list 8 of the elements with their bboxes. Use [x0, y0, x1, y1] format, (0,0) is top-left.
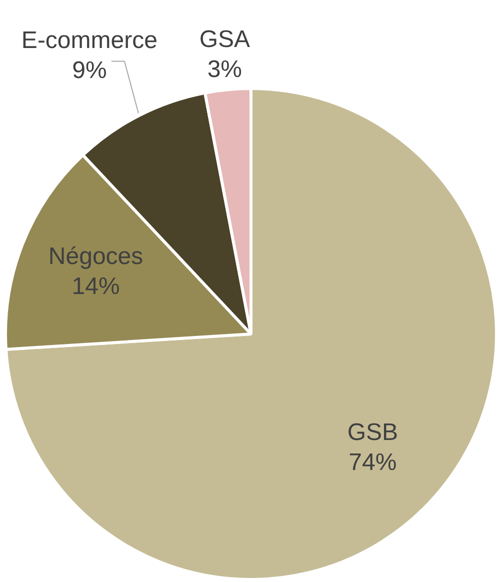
slice-label: E-commerce: [21, 26, 158, 54]
slice-label: GSB: [347, 418, 398, 446]
slice-label: Négoces: [48, 243, 144, 270]
data-label: 74%: [348, 448, 397, 476]
slice-label: GSA: [199, 26, 250, 53]
data-label: 14%: [72, 273, 120, 300]
data-label: 9%: [72, 56, 107, 84]
data-label: 3%: [207, 56, 242, 83]
